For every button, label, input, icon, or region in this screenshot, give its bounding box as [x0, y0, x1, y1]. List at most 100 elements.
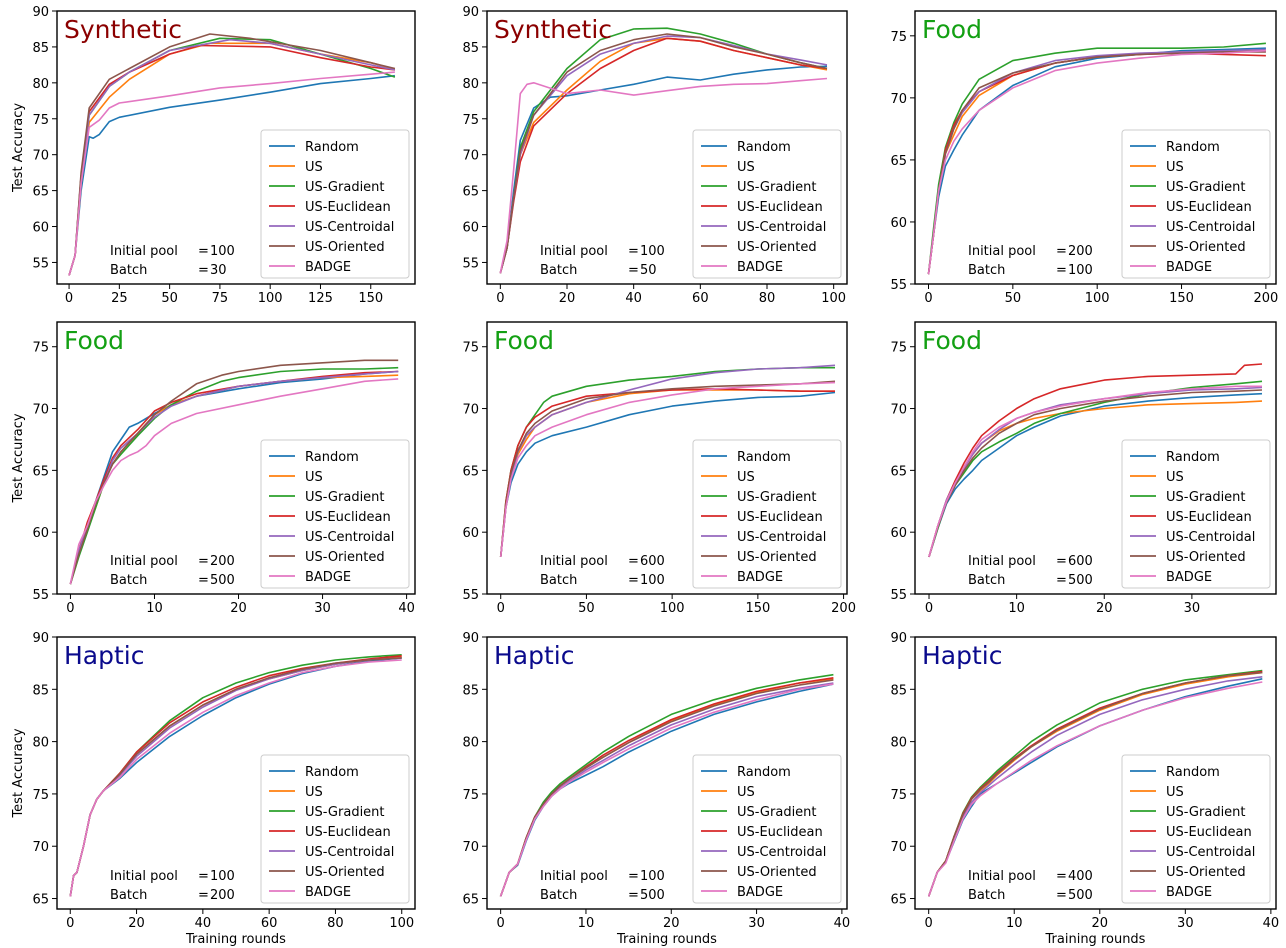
x-tick-label: 200 — [831, 601, 856, 616]
y-tick-label: 55 — [462, 588, 479, 603]
legend-entry-label: Random — [737, 140, 791, 155]
x-tick-label: 30 — [314, 601, 331, 616]
y-tick-label: 75 — [462, 788, 479, 803]
y-tick-label: 75 — [890, 788, 907, 803]
y-tick-label: 60 — [890, 216, 907, 231]
legend-entry-label: US-Euclidean — [305, 825, 391, 840]
legend-entry-label: BADGE — [737, 260, 783, 275]
legend-entry-label: US-Euclidean — [1166, 825, 1252, 840]
annotation-pool-value: 100 — [640, 869, 665, 884]
legend-entry-label: US-Oriented — [305, 240, 385, 255]
annotation-equals: = — [198, 554, 209, 569]
legend-entry-label: US-Oriented — [1166, 550, 1246, 565]
x-tick-label: 0 — [66, 601, 74, 616]
annotation-batch-value: 30 — [210, 263, 227, 278]
y-tick-label: 55 — [462, 256, 479, 271]
legend-entry-label: BADGE — [737, 885, 783, 900]
dataset-title: Food — [922, 15, 982, 44]
y-tick-label: 70 — [890, 840, 907, 855]
annotation-equals: = — [1056, 888, 1067, 903]
x-tick-label: 60 — [261, 916, 278, 931]
x-tick-label: 60 — [692, 291, 709, 306]
legend-entry-label: US — [737, 785, 755, 800]
x-tick-label: 100 — [660, 601, 685, 616]
chart-panel: 0 20 40 60 80 100 55 60 65 70 75 80 85 90 Synthetic Ini… — [462, 5, 847, 306]
x-tick-label: 100 — [821, 291, 846, 306]
y-tick-label: 75 — [462, 113, 479, 128]
annotation-batch-value: 500 — [210, 573, 235, 588]
x-tick-label: 0 — [65, 291, 73, 306]
legend-entry-label: US-Centroidal — [1166, 530, 1255, 545]
x-tick-label: 10 — [146, 601, 163, 616]
annotation-pool-label: Initial pool — [540, 244, 608, 259]
chart-panel: 0 10 20 30 40657075808590Training roundsHapt… — [462, 631, 850, 947]
legend-entry-label: US-Euclidean — [305, 200, 391, 215]
annotation-pool-label: Initial pool — [540, 869, 608, 884]
chart-panel: 0 10 20 305560657075 FoodInitial pool = 600Bat… — [890, 322, 1276, 616]
legend-entry-label: US-Oriented — [305, 550, 385, 565]
legend-entry-label: BADGE — [305, 570, 351, 585]
legend-entry-label: US-Oriented — [737, 865, 817, 880]
x-tick-label: 40 — [1263, 916, 1280, 931]
annotation-batch-value: 50 — [640, 263, 657, 278]
x-tick-label: 40 — [195, 916, 212, 931]
legend: Random US US-Gradient US-Euclidean US-Centro… — [1122, 440, 1270, 588]
legend-entry-label: US-Euclidean — [305, 510, 391, 525]
y-tick-label: 80 — [462, 77, 479, 92]
annotation-pool-label: Initial pool — [110, 869, 178, 884]
y-tick-label: 65 — [890, 893, 907, 908]
legend-entry-label: US-Centroidal — [305, 530, 394, 545]
annotation-batch-label: Batch — [110, 888, 147, 903]
legend-entry-label: Random — [305, 450, 359, 465]
x-tick-label: 20 — [230, 601, 247, 616]
annotation-batch-value: 500 — [1068, 888, 1093, 903]
legend-entry-label: US — [305, 785, 323, 800]
legend: Random US US-Gradient US-Euclidean US-Centro… — [1122, 130, 1270, 278]
annotation-equals: = — [198, 573, 209, 588]
y-tick-label: 65 — [462, 185, 479, 200]
y-tick-label: 75 — [32, 113, 49, 128]
annotation-pool-label: Initial pool — [968, 244, 1036, 259]
dataset-title: Haptic — [64, 641, 144, 670]
legend-entry-label: US — [1166, 785, 1184, 800]
dataset-title: Synthetic — [494, 15, 612, 44]
legend-entry-label: Random — [737, 450, 791, 465]
x-tick-label: 30 — [1177, 916, 1194, 931]
chart-panel: 0 10 20 30 40657075808590Training roundsHapt… — [890, 631, 1279, 947]
x-tick-label: 10 — [578, 916, 595, 931]
annotation-pool-label: Initial pool — [968, 554, 1036, 569]
legend-entry-label: US-Centroidal — [1166, 845, 1255, 860]
annotation-batch-value: 100 — [1068, 263, 1093, 278]
legend-entry-label: Random — [305, 140, 359, 155]
legend-entry-label: US-Gradient — [305, 490, 385, 505]
legend-entry-label: US-Gradient — [1166, 490, 1246, 505]
annotation-equals: = — [1056, 869, 1067, 884]
x-tick-label: 100 — [258, 291, 283, 306]
legend-entry-label: US-Gradient — [737, 180, 817, 195]
y-tick-label: 70 — [462, 403, 479, 418]
x-tick-label: 20 — [559, 291, 576, 306]
x-tick-label: 0 — [497, 601, 505, 616]
y-tick-label: 70 — [462, 840, 479, 855]
x-tick-label: 20 — [1096, 601, 1113, 616]
chart-panel: 0 25 50 75 100 125 150 55 60 65 70 75 80 85 90 Test Acc… — [11, 5, 415, 306]
annotation-equals: = — [628, 263, 639, 278]
legend: Random US US-Gradient US-Euclidean US-Centro… — [693, 440, 841, 588]
legend-entry-label: US-Gradient — [305, 180, 385, 195]
y-tick-label: 75 — [890, 341, 907, 356]
legend: Random US US-Gradient US-Euclidean US-Centro… — [1122, 755, 1270, 903]
y-tick-label: 65 — [462, 464, 479, 479]
annotation-equals: = — [1056, 244, 1067, 259]
y-tick-label: 65 — [32, 464, 49, 479]
annotation-batch-value: 500 — [640, 888, 665, 903]
x-tick-label: 150 — [358, 291, 383, 306]
annotation-equals: = — [198, 263, 209, 278]
legend-entry-label: Random — [1166, 140, 1220, 155]
legend-entry-label: US — [1166, 470, 1184, 485]
annotation-equals: = — [1056, 573, 1067, 588]
x-tick-label: 150 — [1169, 291, 1194, 306]
legend-entry-label: Random — [737, 765, 791, 780]
legend-entry-label: US-Centroidal — [737, 530, 826, 545]
legend-entry-label: US-Gradient — [737, 490, 817, 505]
